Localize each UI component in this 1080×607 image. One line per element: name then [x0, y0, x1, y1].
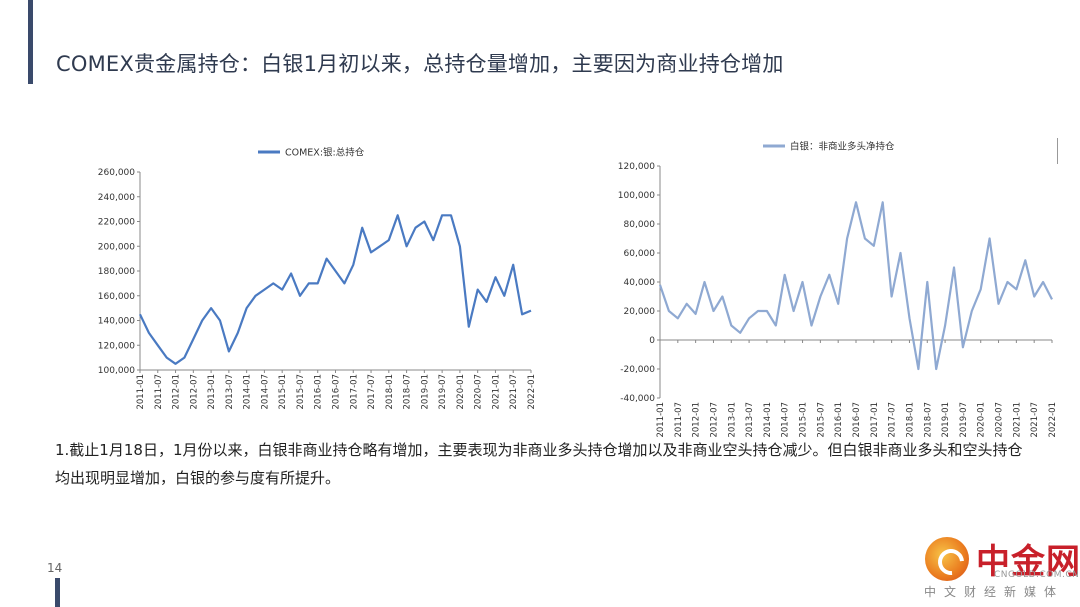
title-accent-bar [28, 0, 33, 84]
x-tick-label: 2012-01 [172, 374, 182, 410]
y-tick-label: 120,000 [618, 162, 655, 172]
series-line [658, 201, 1053, 371]
chart-edge-divider [1057, 138, 1058, 164]
x-tick-label: 2013-01 [207, 374, 217, 410]
y-tick-label: -40,000 [620, 394, 655, 404]
logo-tagline: 中文财经新媒体 [924, 585, 1065, 599]
y-tick-label: -20,000 [620, 365, 655, 375]
x-tick-label: 2014-07 [781, 402, 791, 438]
y-tick-label: 260,000 [98, 168, 135, 178]
x-tick-label: 2019-01 [420, 374, 430, 410]
x-tick-label: 2012-07 [189, 374, 199, 410]
net-long-position-chart-svg: -40,000 -20,000 0 20,000 40,000 60,000 80,000 1… [618, 141, 1058, 438]
y-tick-label: 0 [649, 336, 655, 346]
y-tick-label: 80,000 [624, 220, 656, 230]
footer-accent-bar [55, 578, 60, 607]
slide-title: COMEX贵金属持仓：白银1月初以来，总持仓量增加，主要因为商业持仓增加 [56, 52, 784, 76]
x-tick-label: 2021-07 [509, 374, 519, 410]
y-tick-label: 20,000 [624, 307, 656, 317]
x-tick-label: 2012-01 [692, 402, 702, 438]
y-tick-label: 140,000 [98, 317, 135, 327]
x-tick-label: 2011-01 [136, 374, 146, 410]
x-tick-label: 2017-07 [367, 374, 377, 410]
x-tick-label: 2020-01 [456, 374, 466, 410]
x-tick-label: 2021-01 [1012, 402, 1022, 438]
x-tick-label: 2018-07 [403, 374, 413, 410]
x-tick-label: 2013-01 [727, 402, 737, 438]
x-tick-label: 2016-07 [332, 374, 342, 410]
net-long-position-chart: -40,000 -20,000 0 20,000 40,000 60,000 80,000 1… [612, 133, 1062, 438]
x-tick-label: 2018-07 [923, 402, 933, 438]
logo-brand-text: 中金网 [976, 542, 1080, 582]
x-tick-label: 2020-01 [977, 402, 987, 438]
x-tick-label: 2011-07 [674, 402, 684, 438]
x-tick-label: 2016-07 [852, 402, 862, 438]
total-open-interest-chart-svg: 100,000 120,000 140,000 160,000 180,000 200,0… [98, 147, 537, 410]
x-tick-label: 2018-01 [385, 374, 395, 410]
x-tick-label: 2022-01 [527, 374, 537, 410]
page-number: 14 [47, 561, 63, 575]
commentary-text: 1.截止1月18日，1月份以来，白银非商业持仓略有增加，主要表现为非商业多头持仓… [55, 441, 1023, 487]
y-tick-label: 40,000 [624, 278, 656, 288]
x-tick-label: 2014-07 [260, 374, 270, 410]
y-tick-label: 160,000 [98, 292, 135, 302]
y-tick-label: 240,000 [98, 193, 135, 203]
x-tick-label: 2015-01 [799, 402, 809, 438]
x-tick-label: 2018-01 [905, 402, 915, 438]
x-tick-label: 2013-07 [225, 374, 235, 410]
x-tick-label: 2011-01 [656, 402, 666, 438]
x-tick-label: 2019-07 [438, 374, 448, 410]
logo-emblem-icon [925, 537, 969, 581]
x-tick-label: 2013-07 [745, 402, 755, 438]
y-tick-label: 180,000 [98, 267, 135, 277]
x-tick-label: 2019-07 [959, 402, 969, 438]
x-tick-label: 2022-01 [1048, 402, 1058, 438]
x-tick-label: 2016-01 [834, 402, 844, 438]
x-tick-label: 2017-01 [349, 374, 359, 410]
x-tick-label: 2014-01 [243, 374, 253, 410]
x-tick-label: 2017-07 [888, 402, 898, 438]
legend-label: COMEX:银:总持仓 [285, 147, 365, 159]
x-tick-label: 2015-07 [296, 374, 306, 410]
x-tick-label: 2020-07 [474, 374, 484, 410]
y-tick-label: 220,000 [98, 218, 135, 228]
series-line [139, 214, 532, 365]
x-tick-label: 2021-01 [491, 374, 501, 410]
x-tick-label: 2011-07 [154, 374, 164, 410]
x-tick-label: 2016-01 [314, 374, 324, 410]
x-tick-label: 2017-01 [870, 402, 880, 438]
x-tick-label: 2015-07 [816, 402, 826, 438]
cngold-logo: 中金网 CNGOLD.COM.CN 中文财经新媒体 [900, 530, 1080, 607]
x-tick-label: 2015-01 [278, 374, 288, 410]
y-tick-label: 120,000 [98, 341, 135, 351]
x-tick-label: 2014-01 [763, 402, 773, 438]
x-tick-label: 2012-07 [709, 402, 719, 438]
legend-label: 白银：非商业多头净持仓 [790, 141, 895, 153]
y-tick-label: 100,000 [618, 191, 655, 201]
y-tick-label: 60,000 [624, 249, 656, 259]
x-tick-label: 2019-01 [941, 402, 951, 438]
x-tick-label: 2020-07 [995, 402, 1005, 438]
y-tick-label: 200,000 [98, 242, 135, 252]
x-tick-label: 2021-07 [1030, 402, 1040, 438]
total-open-interest-chart: 100,000 120,000 140,000 160,000 180,000 200,0… [96, 140, 546, 420]
logo-domain-text: CNGOLD.COM.CN [994, 570, 1080, 580]
y-tick-label: 100,000 [98, 366, 135, 376]
